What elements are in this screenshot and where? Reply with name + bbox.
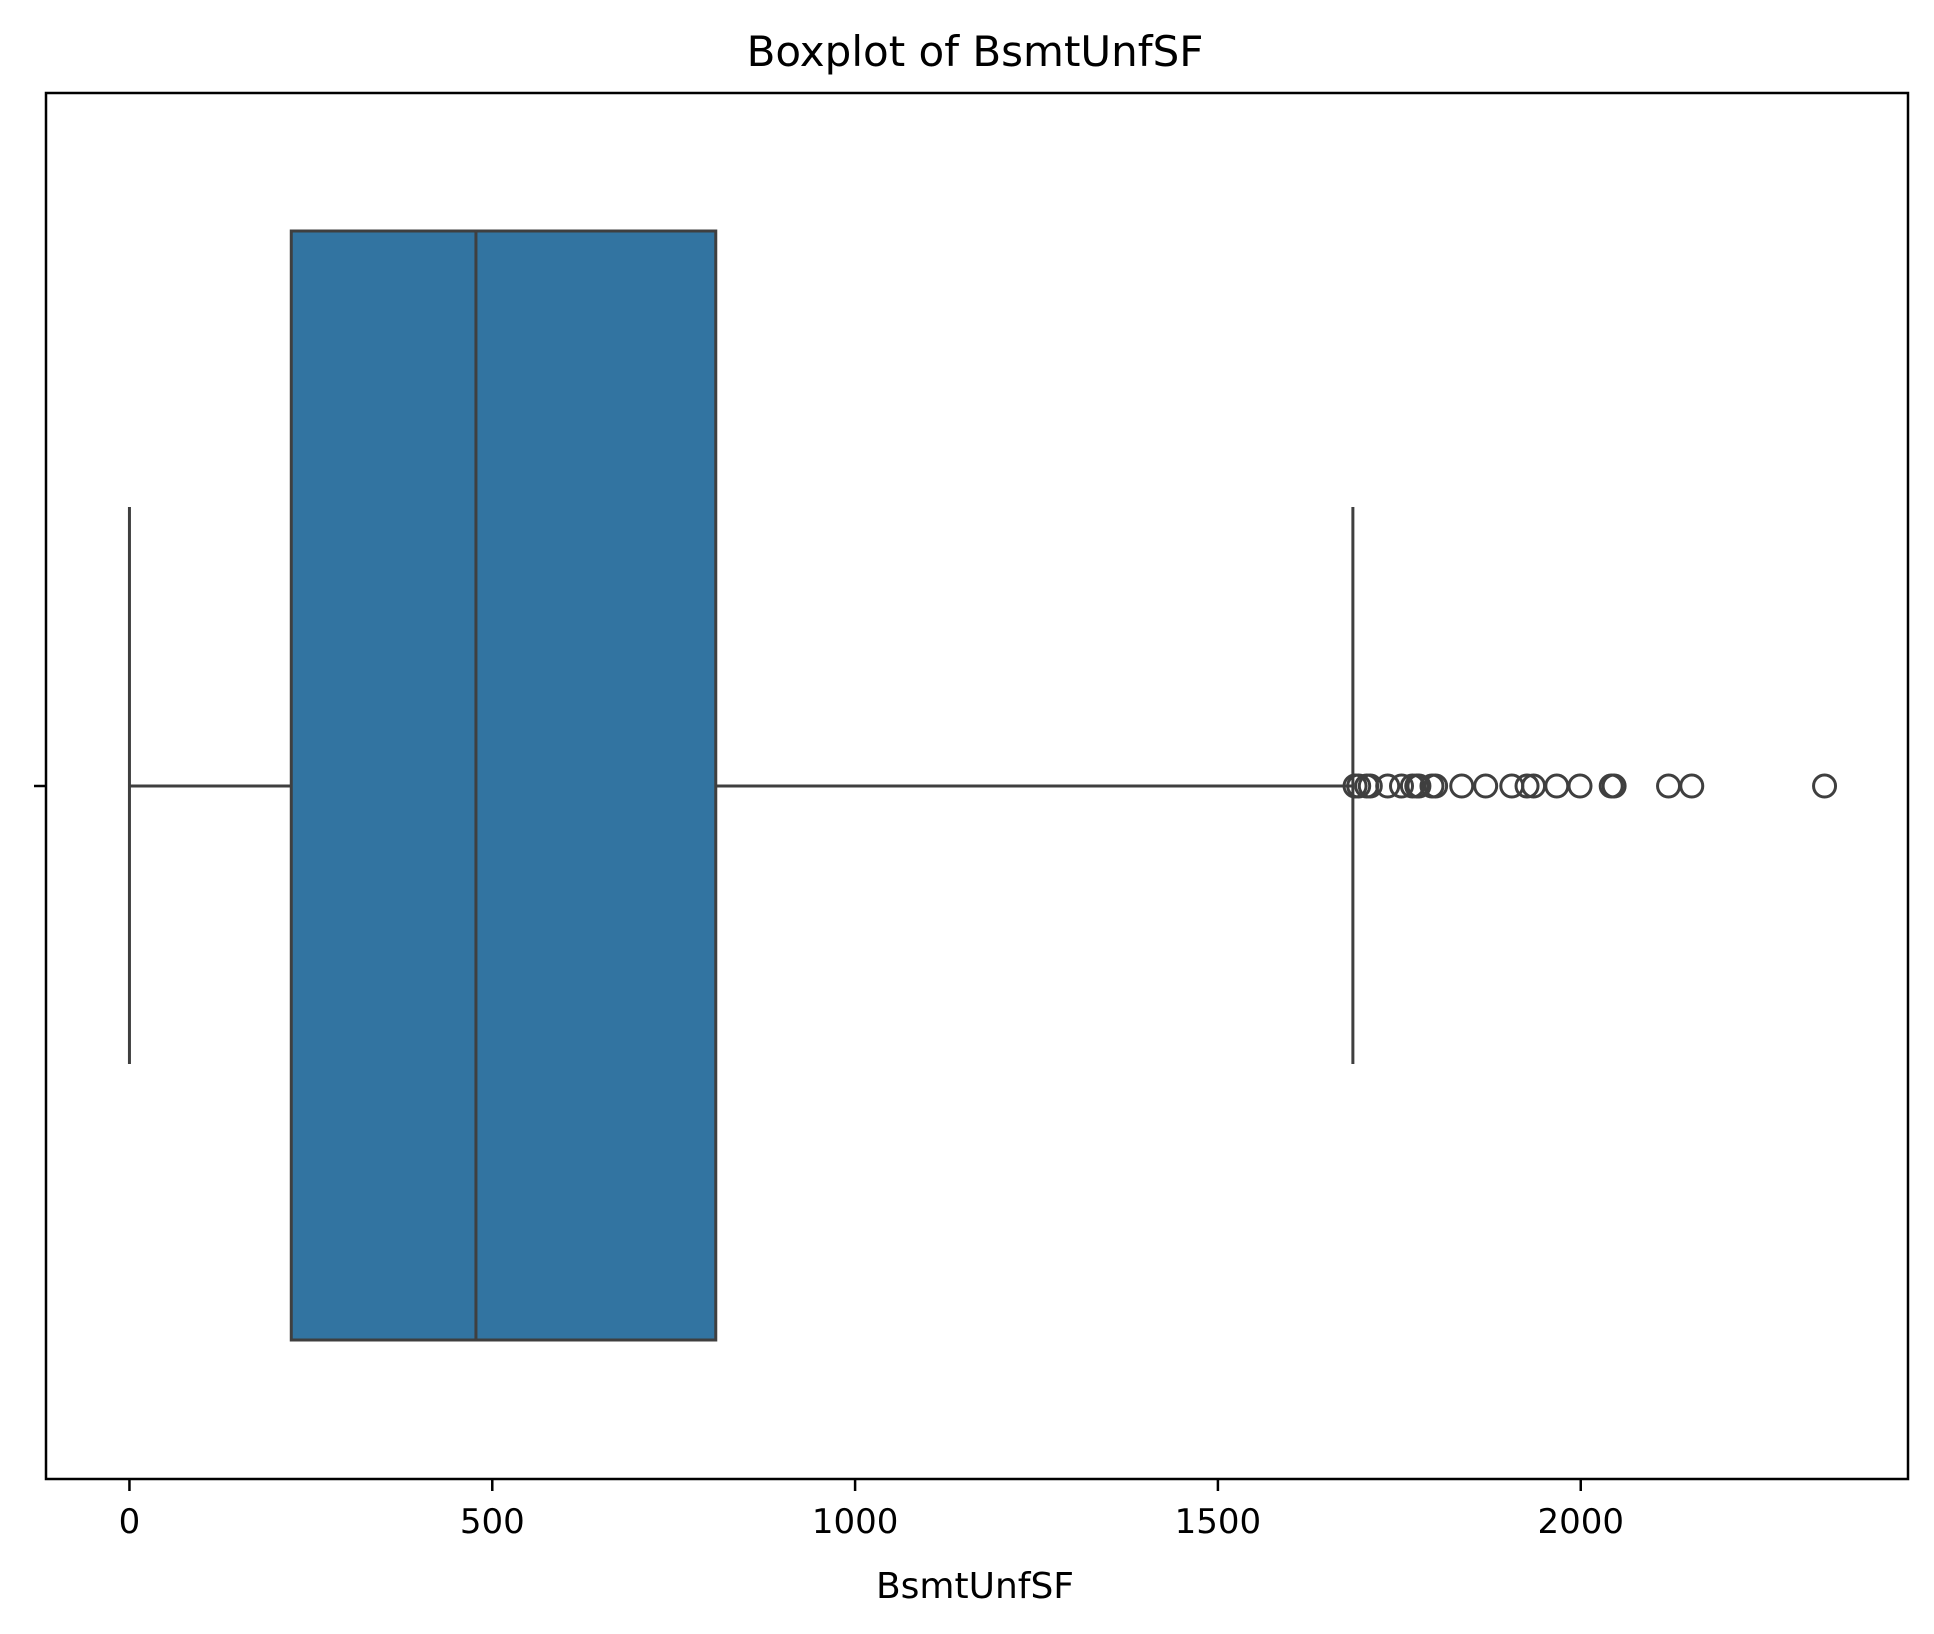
outlier-point xyxy=(1346,773,1372,799)
outlier-point xyxy=(1389,773,1415,799)
outlier-point xyxy=(1812,773,1838,799)
outlier-point xyxy=(1567,773,1593,799)
plot-area xyxy=(127,229,1838,1342)
chart-title: Boxplot of BsmtUnfSF xyxy=(747,27,1204,76)
x-tick-label: 1000 xyxy=(812,1502,899,1542)
x-tick-label: 2000 xyxy=(1537,1502,1624,1542)
outlier-point xyxy=(1357,773,1383,799)
x-axis-label: BsmtUnfSF xyxy=(876,1566,1074,1607)
outlier-point xyxy=(1375,773,1401,799)
x-tick-label: 500 xyxy=(460,1502,525,1542)
outlier-point xyxy=(1449,773,1475,799)
iqr-box xyxy=(289,229,718,1342)
x-tick-label: 1500 xyxy=(1175,1502,1262,1542)
x-tick-label: 0 xyxy=(119,1502,141,1542)
x-axis: 0 500 1000 1500 2000 xyxy=(119,1479,1624,1542)
outlier-point xyxy=(1423,773,1449,799)
outlier-point xyxy=(1473,773,1499,799)
outlier-point xyxy=(1514,773,1540,799)
outlier-point xyxy=(1406,773,1432,799)
outlier-point xyxy=(1601,773,1627,799)
outlier-point xyxy=(1679,773,1705,799)
